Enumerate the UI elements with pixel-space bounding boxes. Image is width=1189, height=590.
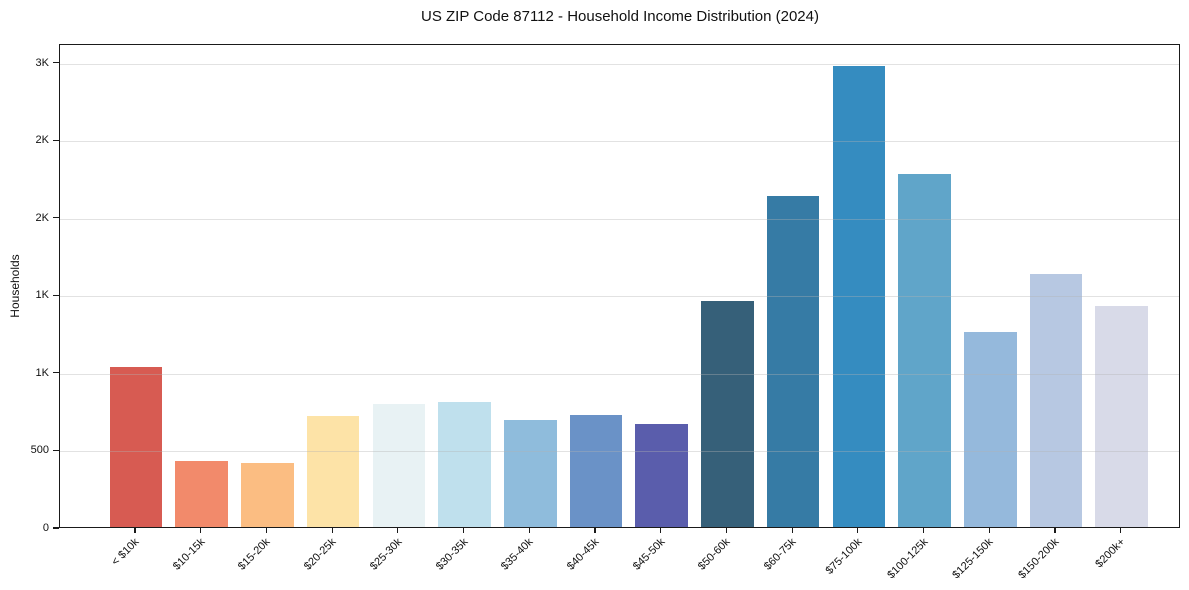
bar <box>635 423 688 527</box>
x-tick-mark <box>988 527 990 533</box>
y-tick-mark <box>53 372 59 374</box>
y-tick-mark <box>53 217 59 219</box>
y-tick-label: 2K <box>35 134 49 147</box>
x-tick-mark <box>200 527 202 533</box>
bar <box>503 419 557 527</box>
bar <box>766 195 820 527</box>
x-tick-mark <box>528 527 530 533</box>
bar <box>109 367 163 527</box>
bar <box>372 404 426 527</box>
gridline <box>60 451 1179 453</box>
gridline <box>60 63 1179 65</box>
gridline <box>60 373 1179 375</box>
gridline <box>60 218 1179 220</box>
bar <box>569 415 623 527</box>
x-tick-mark <box>1054 527 1056 533</box>
bar <box>701 301 754 527</box>
y-tick-label: 3K <box>35 56 49 69</box>
x-tick-mark <box>857 527 859 533</box>
chart-title: US ZIP Code 87112 - Household Income Dis… <box>421 8 819 25</box>
y-tick-mark <box>53 294 59 296</box>
x-tick-mark <box>791 527 793 533</box>
x-tick-mark <box>265 527 267 533</box>
gridline <box>60 296 1179 298</box>
plot-area <box>59 44 1180 528</box>
bar <box>832 66 886 527</box>
y-tick-label: 500 <box>30 444 49 457</box>
bar <box>175 461 228 527</box>
bar <box>1095 305 1148 527</box>
y-axis-label: Households <box>8 254 22 318</box>
x-tick-mark <box>462 527 465 533</box>
x-tick-label: < $10k <box>109 536 142 569</box>
bar <box>438 402 491 527</box>
bar <box>306 416 360 527</box>
y-tick-mark <box>53 449 59 452</box>
bar <box>241 462 294 527</box>
x-tick-mark <box>660 527 662 533</box>
bar <box>963 332 1017 527</box>
x-tick-mark <box>922 527 925 533</box>
x-tick-mark <box>1120 527 1122 533</box>
x-tick-mark <box>397 527 399 533</box>
y-tick-mark <box>53 62 59 64</box>
y-tick-label: 2K <box>35 211 49 224</box>
y-tick-mark <box>53 527 59 529</box>
y-tick-label: 1K <box>35 366 49 379</box>
x-tick-mark <box>134 527 136 533</box>
x-tick-mark <box>331 527 333 533</box>
bar <box>1029 274 1083 527</box>
y-tick-label: 1K <box>35 289 49 302</box>
gridline <box>60 141 1179 143</box>
x-tick-mark <box>725 527 727 533</box>
x-tick-mark <box>594 527 596 533</box>
bar <box>898 174 951 527</box>
y-tick-mark <box>53 139 59 141</box>
y-tick-label: 0 <box>42 522 49 534</box>
